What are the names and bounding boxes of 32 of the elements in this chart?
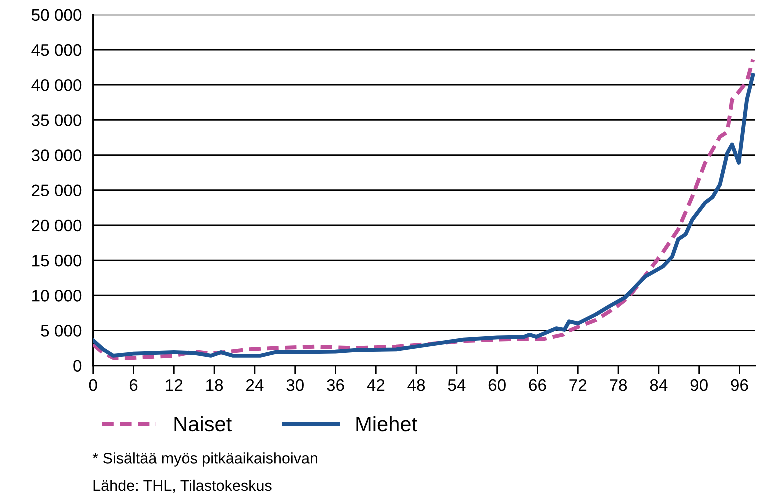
x-tick-label: 0 xyxy=(89,379,98,392)
x-tick-label: 12 xyxy=(166,379,183,392)
y-tick-label: 10 000 xyxy=(32,290,82,302)
x-tick-label: 96 xyxy=(731,379,748,392)
x-tick-label: 18 xyxy=(206,379,224,392)
y-tick-label: 15 000 xyxy=(32,254,82,267)
y-tick-label: 30 000 xyxy=(32,150,82,162)
y-tick-label: 35 000 xyxy=(32,114,82,126)
legend-label: Naiset xyxy=(174,416,232,432)
x-tick-label: 6 xyxy=(130,379,138,392)
text: * Sisältää myös pitkäaikaishoivan xyxy=(92,452,318,467)
x-tick-label: 42 xyxy=(367,379,385,392)
x-tick-label: 54 xyxy=(448,380,466,392)
x-tick-label: 90 xyxy=(690,379,708,392)
x-tick-label: 78 xyxy=(610,379,628,392)
x-tick-label: 60 xyxy=(488,379,506,392)
y-tick-label: 0 xyxy=(74,360,82,372)
text: Lähde: THL, Tilastokeskus xyxy=(94,480,272,493)
x-tick-label: 36 xyxy=(327,379,344,392)
y-tick-label: 25 000 xyxy=(32,184,82,197)
legend-label: Miehet xyxy=(356,416,418,432)
y-tick-label: 40 000 xyxy=(32,79,82,92)
y-tick-label: 45 000 xyxy=(32,44,82,56)
y-tick-label: 50 000 xyxy=(32,9,82,22)
y-tick-label: 20 000 xyxy=(32,220,82,232)
x-tick-label: 66 xyxy=(529,379,546,392)
y-tick-label: 5 000 xyxy=(41,325,82,337)
x-tick-label: 30 xyxy=(286,379,304,392)
x-tick-label: 72 xyxy=(570,379,587,392)
x-tick-label: 84 xyxy=(650,379,668,392)
x-tick-label: 48 xyxy=(408,379,426,392)
x-tick-label: 24 xyxy=(246,379,264,392)
